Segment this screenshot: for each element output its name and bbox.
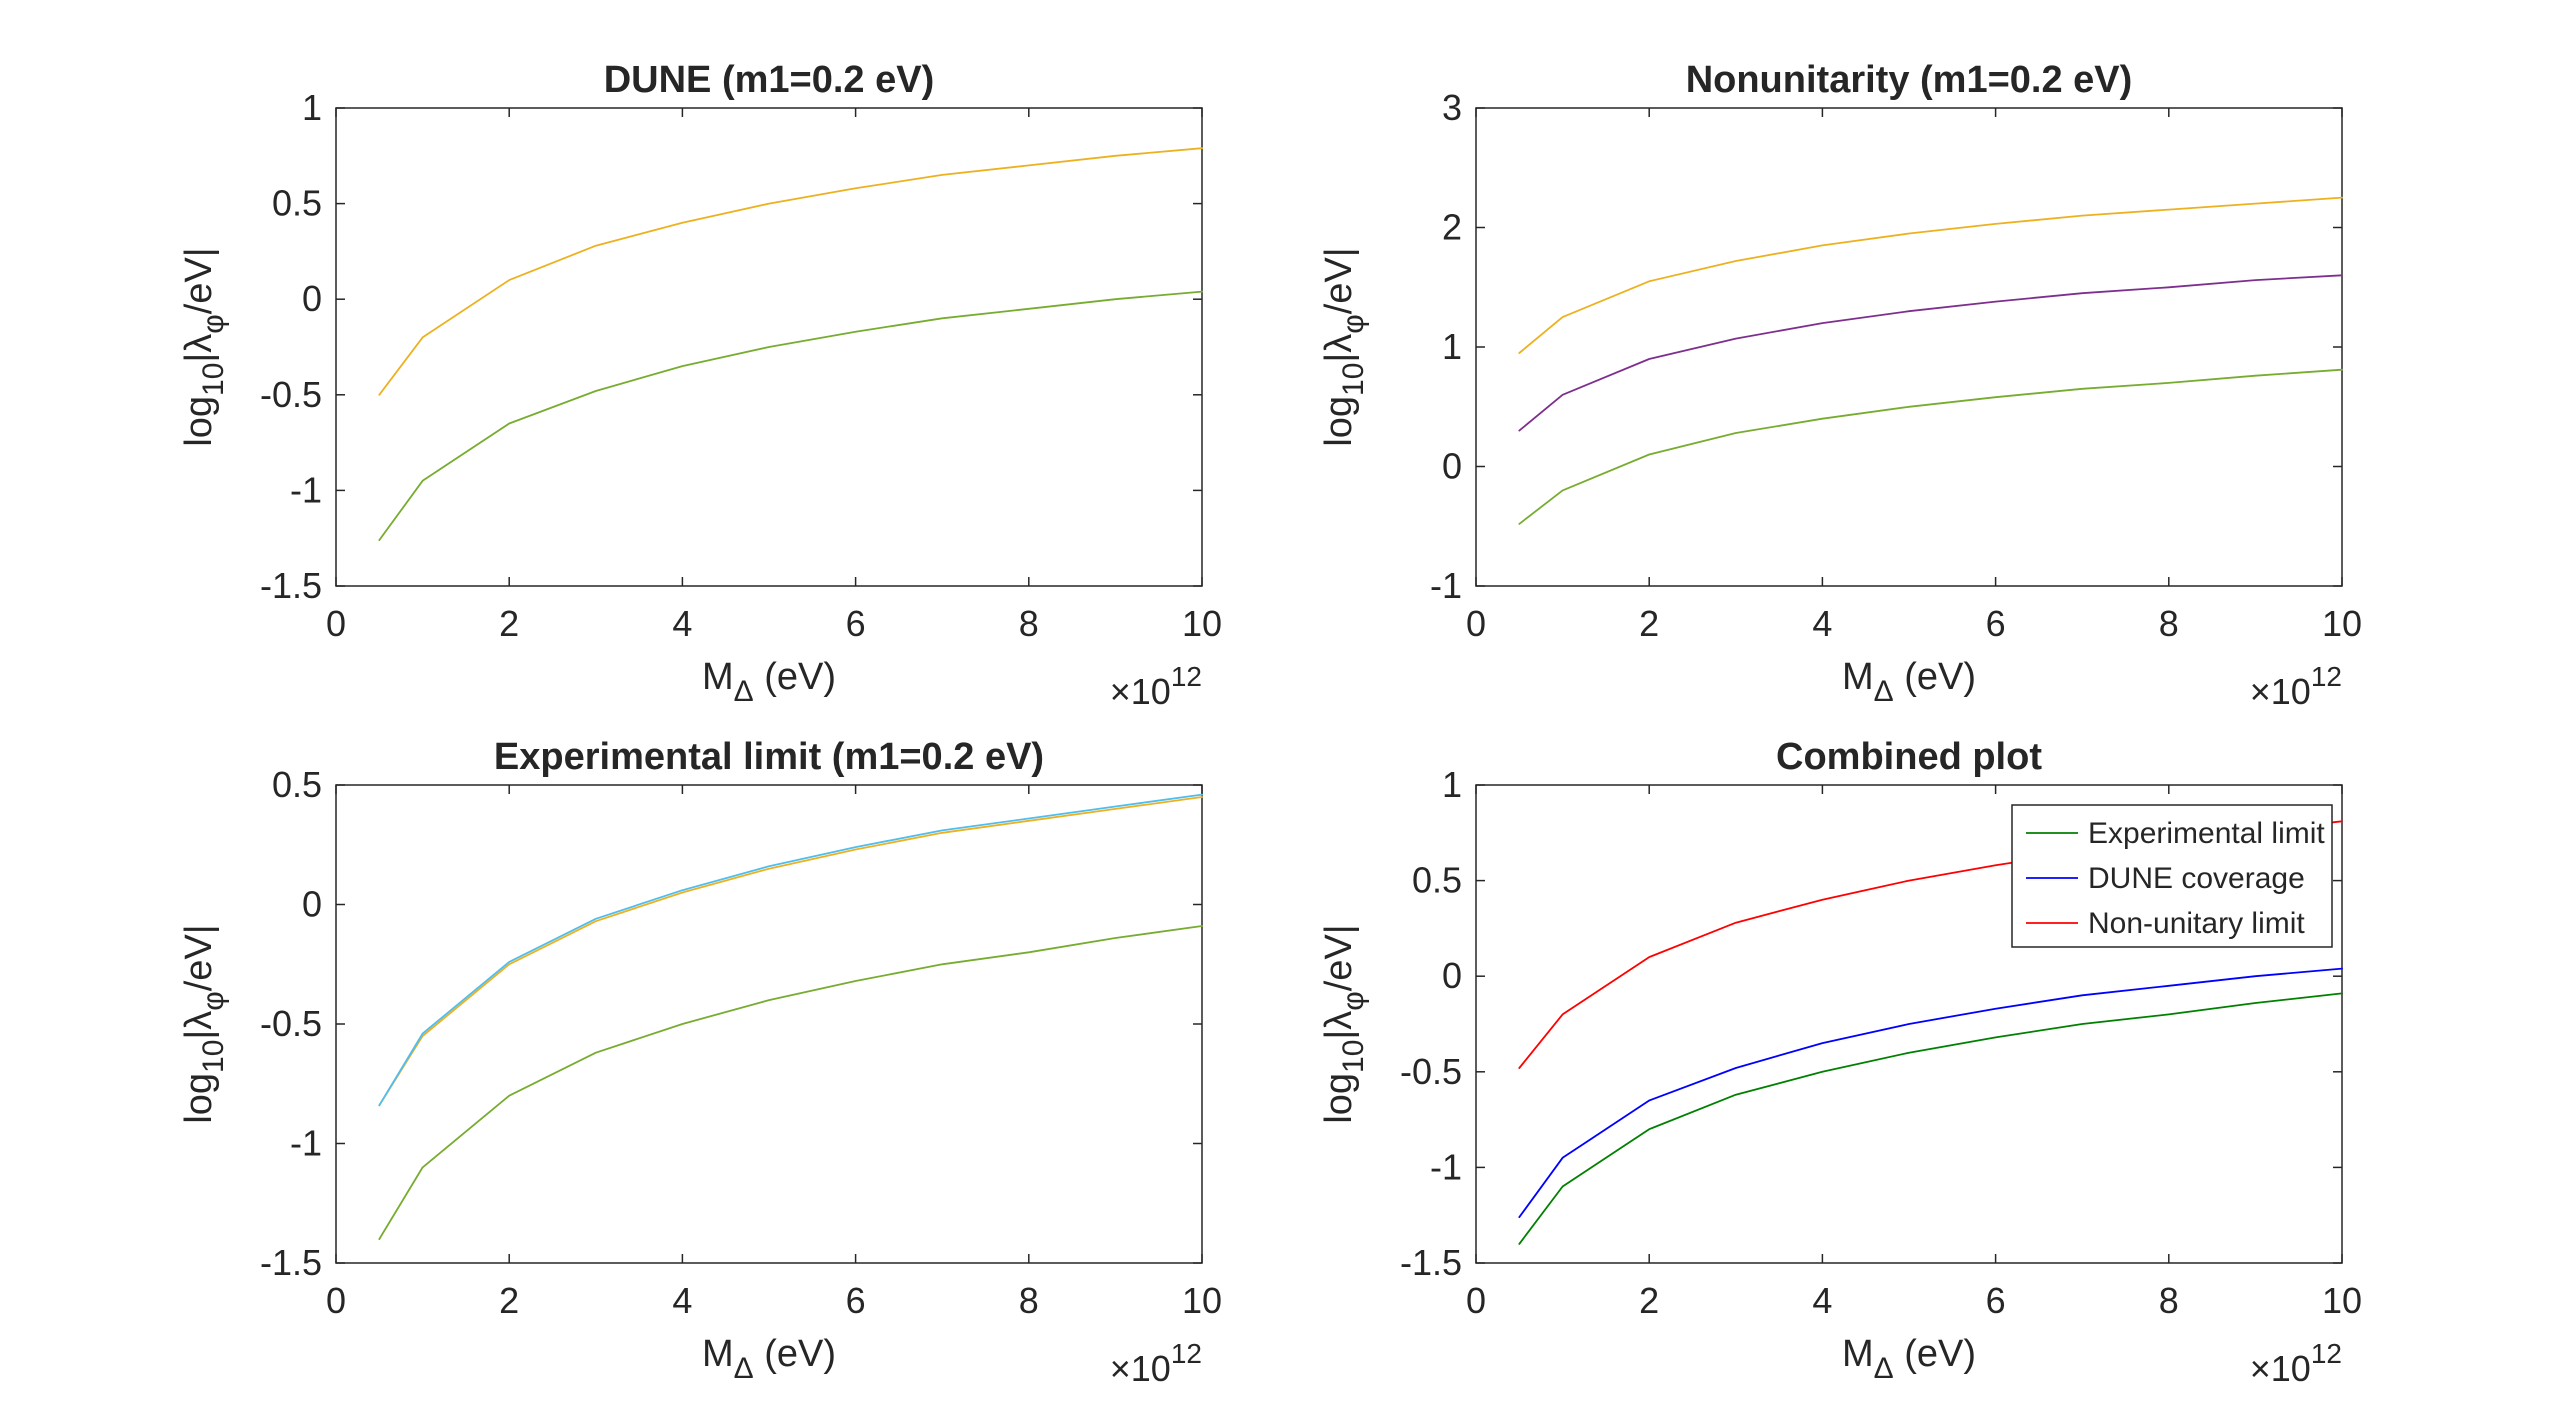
y-tick-label: -1.5 xyxy=(260,565,322,606)
x-tick-label: 6 xyxy=(1986,603,2006,644)
y-tick-label: 3 xyxy=(1442,87,1462,128)
plot-area xyxy=(1475,107,2343,587)
x-tick-label: 10 xyxy=(1182,603,1222,644)
x-axis-label: MΔ (eV) xyxy=(1842,1333,1976,1385)
y-tick-label: 1 xyxy=(1442,326,1462,367)
subplot-1: 0 2 4 6 8 10 -1.5 -1 -0.5 0 0.5 1 DUNE (m1=0.2 eV) MΔ… xyxy=(178,59,1222,712)
series-line-1 xyxy=(1518,992,2343,1245)
y-tick-label: -1 xyxy=(1430,565,1462,606)
x-tick-label: 6 xyxy=(1986,1280,2006,1321)
x-axis-label: MΔ (eV) xyxy=(702,1333,836,1385)
x-axis-label: MΔ (eV) xyxy=(702,656,836,708)
x-exponent-label: ×1012 xyxy=(1110,661,1202,712)
y-tick-label: 0 xyxy=(302,278,322,319)
x-tick-label: 2 xyxy=(499,1280,519,1321)
y-tick-label: -1 xyxy=(290,469,322,510)
x-tick-label: 4 xyxy=(672,603,692,644)
y-tick-label: 0.5 xyxy=(272,764,322,805)
y-tick-label: -1 xyxy=(1430,1146,1462,1187)
y-tick-label: -1.5 xyxy=(260,1242,322,1283)
x-tick-label: 2 xyxy=(1639,603,1659,644)
series-line-2 xyxy=(1518,274,2343,432)
series-line-2 xyxy=(1518,967,2343,1218)
series-line-3 xyxy=(1518,368,2343,525)
y-tick-label: 0 xyxy=(1442,955,1462,996)
y-axis-label: log10|λφ/eV| xyxy=(178,924,230,1123)
y-tick-label: 0 xyxy=(1442,446,1462,487)
subplot-title: Combined plot xyxy=(1776,736,2042,778)
x-tick-label: 10 xyxy=(1182,1280,1222,1321)
x-exponent-label: ×1012 xyxy=(2250,1338,2342,1389)
plot-area xyxy=(335,784,1203,1264)
series-line-2 xyxy=(378,793,1203,1107)
subplot-title: Experimental limit (m1=0.2 eV) xyxy=(494,736,1044,778)
subplot-4: 0 2 4 6 8 10 -1.5 -1 -0.5 0 0.5 1 Combined plot MΔ (e… xyxy=(1318,736,2362,1389)
x-tick-label: 10 xyxy=(2322,603,2362,644)
x-exponent-label: ×1012 xyxy=(1110,1338,1202,1389)
series-line-1 xyxy=(1518,196,2343,354)
x-tick-label: 8 xyxy=(2159,603,2179,644)
legend: Experimental limit DUNE coverage Non-unita… xyxy=(2011,804,2333,948)
y-tick-label: -0.5 xyxy=(260,374,322,415)
y-tick-label: -1 xyxy=(290,1123,322,1164)
series-line-1 xyxy=(378,796,1203,1107)
series-line-2 xyxy=(378,290,1203,541)
x-tick-label: 6 xyxy=(846,603,866,644)
subplot-title: Nonunitarity (m1=0.2 eV) xyxy=(1686,59,2133,101)
legend-label: DUNE coverage xyxy=(2088,862,2305,895)
y-tick-label: 0 xyxy=(302,884,322,925)
x-tick-label: 8 xyxy=(1019,603,1039,644)
x-tick-label: 0 xyxy=(326,603,346,644)
y-axis-label: log10|λφ/eV| xyxy=(178,247,230,446)
x-axis-label: MΔ (eV) xyxy=(1842,656,1976,708)
y-tick-label: 1 xyxy=(302,87,322,128)
x-tick-label: 4 xyxy=(1812,603,1832,644)
x-tick-label: 4 xyxy=(672,1280,692,1321)
y-tick-label: 2 xyxy=(1442,207,1462,248)
subplot-3: 0 2 4 6 8 10 -1.5 -1 -0.5 0 0.5 Experimental limit … xyxy=(178,736,1222,1389)
y-tick-label: -0.5 xyxy=(1400,1051,1462,1092)
y-tick-label: 0.5 xyxy=(272,183,322,224)
x-tick-label: 2 xyxy=(1639,1280,1659,1321)
y-axis-label: log10|λφ/eV| xyxy=(1318,924,1370,1123)
y-tick-label: 0.5 xyxy=(1412,860,1462,901)
x-tick-label: 10 xyxy=(2322,1280,2362,1321)
x-tick-label: 4 xyxy=(1812,1280,1832,1321)
y-axis-label: log10|λφ/eV| xyxy=(1318,247,1370,446)
series-line-1 xyxy=(378,147,1203,396)
y-tick-label: 1 xyxy=(1442,764,1462,805)
x-tick-label: 2 xyxy=(499,603,519,644)
subplot-title: DUNE (m1=0.2 eV) xyxy=(604,59,935,101)
x-tick-label: 0 xyxy=(1466,603,1486,644)
y-tick-label: -0.5 xyxy=(260,1003,322,1044)
x-tick-label: 8 xyxy=(1019,1280,1039,1321)
x-exponent-label: ×1012 xyxy=(2250,661,2342,712)
series-line-3 xyxy=(378,925,1203,1240)
x-tick-label: 0 xyxy=(326,1280,346,1321)
x-tick-label: 8 xyxy=(2159,1280,2179,1321)
x-tick-label: 0 xyxy=(1466,1280,1486,1321)
legend-label: Experimental limit xyxy=(2088,817,2325,850)
x-tick-label: 6 xyxy=(846,1280,866,1321)
y-tick-label: -1.5 xyxy=(1400,1242,1462,1283)
legend-label: Non-unitary limit xyxy=(2088,907,2305,940)
